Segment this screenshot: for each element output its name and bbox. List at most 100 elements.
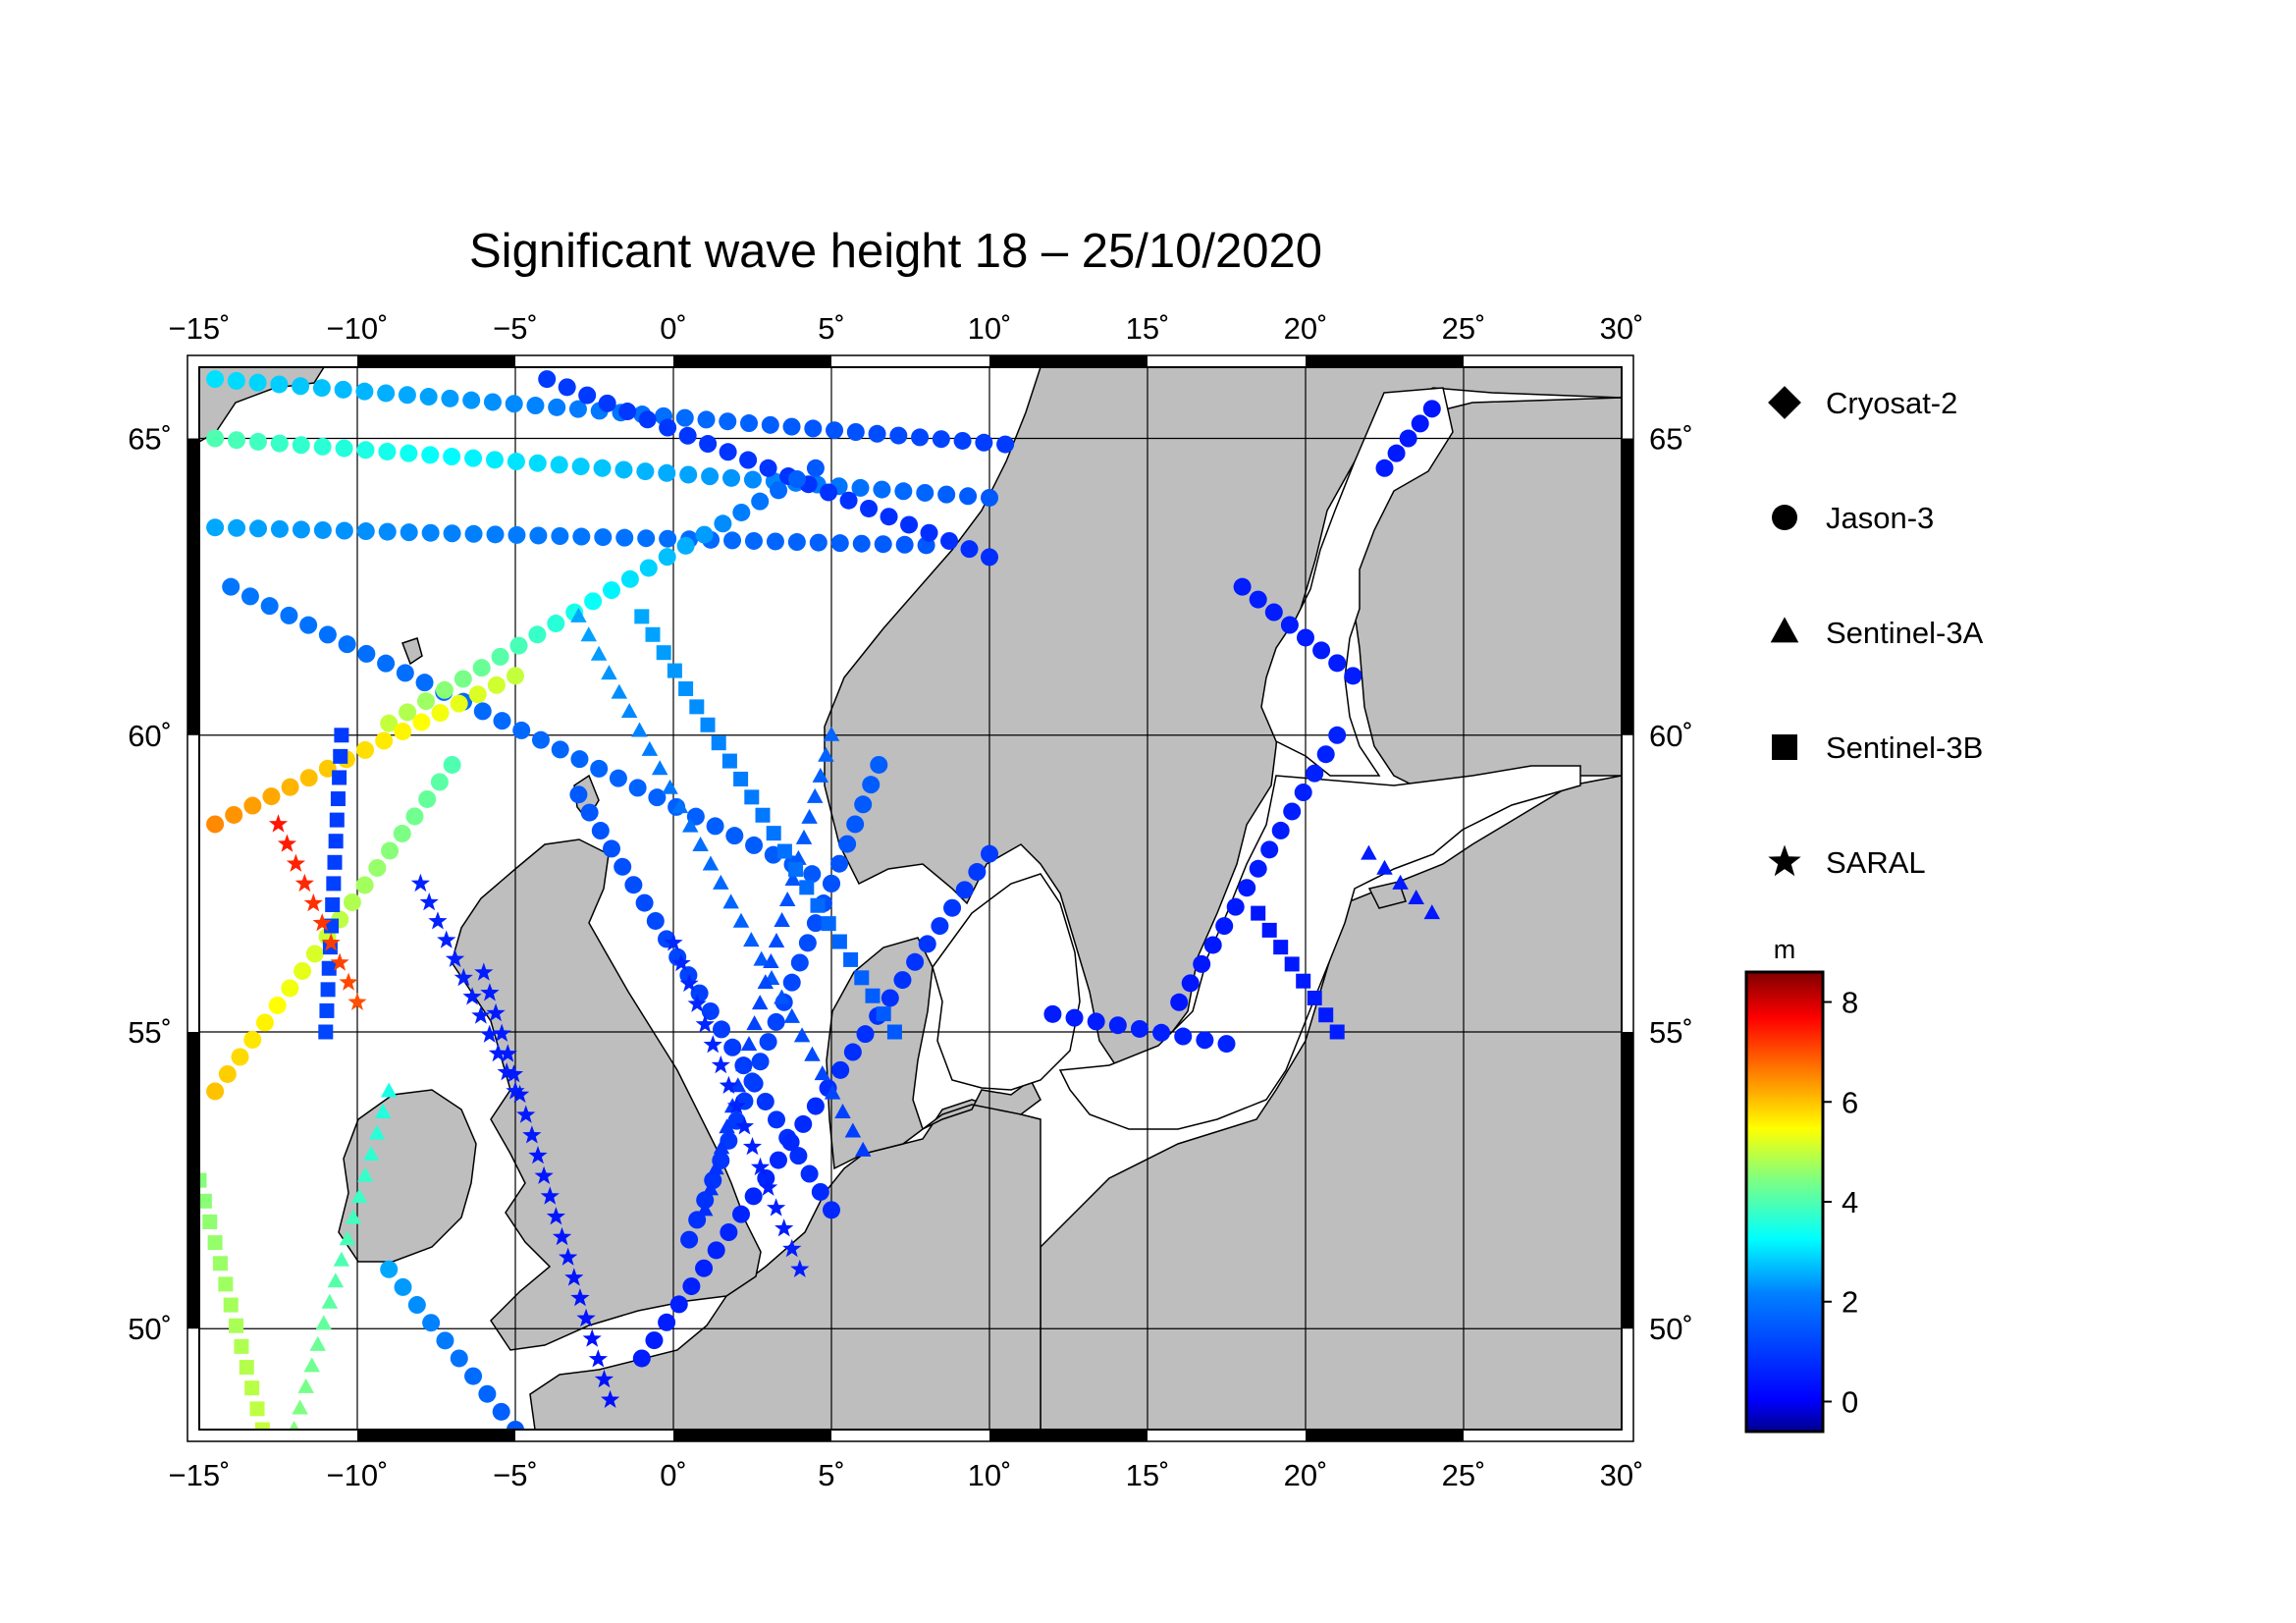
lat-tick-label-right: 50˚: [1649, 1312, 1693, 1346]
observation-point: [1238, 879, 1256, 897]
colorbar-tick-label: 0: [1842, 1384, 1858, 1419]
observation-point: [280, 606, 298, 624]
observation-point: [1152, 1023, 1171, 1042]
observation-point: [725, 827, 744, 845]
frame-segment: [187, 438, 199, 735]
satellite-legend: Cryosat-2 Jason-3 Sentinel-3A Sentinel-3B SA…: [1768, 386, 1984, 880]
observation-point: [356, 441, 375, 460]
observation-point: [321, 960, 337, 976]
observation-point: [218, 1064, 237, 1083]
observation-point: [356, 740, 375, 759]
observation-point: [218, 1276, 234, 1292]
observation-point: [407, 1296, 426, 1315]
observation-point: [538, 370, 557, 389]
observation-point: [1260, 840, 1279, 859]
observation-point: [862, 776, 881, 794]
observation-point: [811, 1182, 829, 1201]
observation-point: [860, 499, 879, 517]
axis-tick-labels: −15˚ −15˚ −10˚ −10˚ −5˚ −5˚ 0˚ 0˚ 5˚ 5˚ 10˚ 10˚ 15˚ 1…: [128, 311, 1693, 1492]
observation-point: [609, 769, 627, 787]
track-sentinel-3b: [634, 609, 902, 1040]
legend-marker-circle: [1772, 505, 1797, 530]
observation-point: [873, 480, 891, 499]
observation-point: [795, 829, 813, 844]
observation-point: [844, 1122, 862, 1138]
observation-point: [645, 1331, 664, 1350]
observation-point: [286, 853, 305, 872]
observation-point: [528, 454, 547, 472]
lon-tick-label-bottom: −15˚: [169, 1458, 231, 1492]
observation-point: [750, 1157, 771, 1176]
observation-point: [800, 1164, 819, 1183]
observation-point: [294, 961, 312, 980]
observation-point: [506, 1081, 525, 1100]
observation-point: [743, 1072, 762, 1091]
lon-tick-label-top: −15˚: [169, 311, 231, 346]
track-saral: [664, 933, 810, 1277]
observation-point: [900, 515, 919, 534]
observation-point: [918, 935, 936, 953]
observation-point: [812, 767, 829, 783]
observation-point: [268, 814, 289, 833]
observation-point: [611, 683, 628, 699]
observation-point: [678, 680, 694, 696]
map-area: [199, 367, 1622, 1430]
observation-point: [770, 481, 788, 500]
observation-point: [931, 917, 949, 936]
observation-point: [551, 740, 569, 759]
observation-point: [981, 844, 998, 863]
observation-point: [940, 531, 959, 550]
observation-point: [303, 1357, 320, 1373]
land-scandinavia: [824, 367, 1622, 1071]
observation-point: [682, 1277, 701, 1296]
observation-point: [679, 966, 698, 985]
observation-point: [911, 428, 930, 447]
observation-point: [339, 1230, 356, 1246]
colorbar: m 0 2 4 6 8: [1744, 935, 1858, 1434]
observation-point: [846, 815, 865, 834]
observation-point: [742, 1137, 763, 1156]
observation-point: [601, 665, 617, 680]
track-sentinel-3a: [289, 1082, 398, 1430]
observation-point: [1312, 641, 1331, 660]
observation-point: [713, 1139, 730, 1155]
observation-point: [268, 996, 287, 1014]
observation-point: [658, 463, 676, 482]
observation-point: [906, 952, 925, 971]
observation-point: [356, 1166, 374, 1182]
observation-point: [628, 779, 647, 797]
observation-point: [418, 789, 437, 808]
observation-point: [540, 1186, 560, 1205]
observation-point: [1226, 897, 1245, 916]
observation-point: [744, 531, 763, 550]
legend-marker-star: [1768, 844, 1801, 877]
observation-point: [820, 483, 838, 502]
observation-point: [415, 674, 434, 692]
sea-gulf-of-bothnia: [1260, 387, 1454, 777]
observation-point: [703, 1035, 722, 1054]
observation-point: [810, 897, 826, 913]
observation-point: [614, 857, 632, 876]
observation-point: [680, 1230, 699, 1249]
observation-point: [1392, 874, 1409, 890]
observation-point: [696, 1191, 715, 1210]
observation-point: [651, 760, 668, 776]
observation-point: [507, 1421, 524, 1430]
observation-point: [350, 1188, 368, 1204]
observation-point: [1294, 784, 1312, 802]
observation-point: [722, 893, 739, 909]
observation-point: [793, 1027, 811, 1043]
observation-point: [347, 992, 367, 1010]
observation-point: [512, 721, 531, 739]
observation-point: [722, 468, 741, 487]
observation-point: [648, 788, 667, 807]
observation-point: [571, 458, 590, 476]
observation-point: [889, 426, 908, 445]
observation-point: [701, 1001, 720, 1020]
observation-point: [578, 386, 597, 405]
observation-point: [634, 609, 650, 624]
observation-point: [761, 415, 779, 434]
observation-point: [1087, 1012, 1105, 1031]
observation-point: [1264, 603, 1283, 622]
